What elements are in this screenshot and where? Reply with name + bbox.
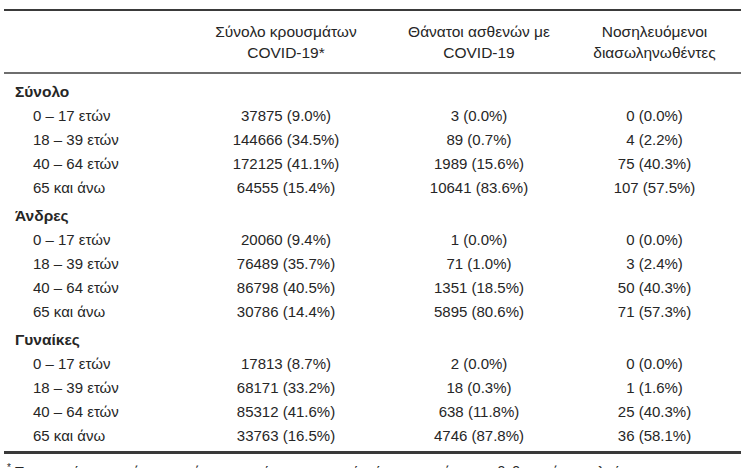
row-label: 65 και άνω	[4, 176, 182, 200]
cases-cell: 20060 (9.4%)	[182, 228, 390, 252]
intubated-cell: 1 (1.6%)	[568, 376, 741, 400]
table-row: 65 και άνω 64555 (15.4%) 10641 (83.6%) 1…	[4, 176, 741, 200]
row-label: 18 – 39 ετών	[4, 252, 182, 276]
cases-cell: 33763 (16.5%)	[182, 424, 390, 451]
footnote: * Τα στοιχεία αφορούν τα κρούσματα εκείνα…	[4, 454, 741, 468]
header-intubated: Νοσηλευόμενοι διασωληνωθέντες	[568, 10, 741, 73]
row-label: 40 – 64 ετών	[4, 400, 182, 424]
table-row: 40 – 64 ετών 86798 (40.5%) 1351 (18.5%) …	[4, 276, 741, 300]
deaths-cell: 2 (0.0%)	[390, 352, 568, 376]
table-body: Σύνολο 0 – 17 ετών 37875 (9.0%) 3 (0.0%)…	[4, 73, 741, 451]
group-label-total: Σύνολο	[4, 73, 741, 104]
table-row: 65 και άνω 30786 (14.4%) 5895 (80.6%) 71…	[4, 300, 741, 324]
deaths-cell: 89 (0.7%)	[390, 128, 568, 152]
intubated-cell: 0 (0.0%)	[568, 352, 741, 376]
intubated-cell: 107 (57.5%)	[568, 176, 741, 200]
cases-cell: 37875 (9.0%)	[182, 104, 390, 128]
cases-cell: 76489 (35.7%)	[182, 252, 390, 276]
intubated-cell: 75 (40.3%)	[568, 152, 741, 176]
row-label: 65 και άνω	[4, 424, 182, 451]
header-cases-line2: COVID-19*	[182, 42, 390, 63]
table-row: 18 – 39 ετών 76489 (35.7%) 71 (1.0%) 3 (…	[4, 252, 741, 276]
row-label: 18 – 39 ετών	[4, 128, 182, 152]
deaths-cell: 1351 (18.5%)	[390, 276, 568, 300]
cases-cell: 86798 (40.5%)	[182, 276, 390, 300]
deaths-cell: 4746 (87.8%)	[390, 424, 568, 451]
table-row: 0 – 17 ετών 37875 (9.0%) 3 (0.0%) 0 (0.0…	[4, 104, 741, 128]
footnote-marker: *	[7, 462, 11, 468]
intubated-cell: 36 (58.1%)	[568, 424, 741, 451]
header-intubated-line1: Νοσηλευόμενοι	[568, 21, 741, 42]
row-label: 65 και άνω	[4, 300, 182, 324]
header-intubated-line2: διασωληνωθέντες	[568, 42, 741, 63]
cases-cell: 144666 (34.5%)	[182, 128, 390, 152]
footnote-text: Τα στοιχεία αφορούν τα κρούσματα εκείνα …	[15, 464, 660, 468]
table-row: 0 – 17 ετών 17813 (8.7%) 2 (0.0%) 0 (0.0…	[4, 352, 741, 376]
deaths-cell: 71 (1.0%)	[390, 252, 568, 276]
cases-cell: 68171 (33.2%)	[182, 376, 390, 400]
row-label: 18 – 39 ετών	[4, 376, 182, 400]
group-header-row-total: Σύνολο	[4, 73, 741, 104]
deaths-cell: 1 (0.0%)	[390, 228, 568, 252]
deaths-cell: 1989 (15.6%)	[390, 152, 568, 176]
cases-cell: 17813 (8.7%)	[182, 352, 390, 376]
header-cases-line1: Σύνολο κρουσμάτων	[182, 21, 390, 42]
table-row: 65 και άνω 33763 (16.5%) 4746 (87.8%) 36…	[4, 424, 741, 451]
intubated-cell: 4 (2.2%)	[568, 128, 741, 152]
header-deaths-line1: Θάνατοι ασθενών με	[390, 21, 568, 42]
group-header-row-women: Γυναίκες	[4, 324, 741, 352]
group-label-women: Γυναίκες	[4, 324, 741, 352]
table-header: Σύνολο κρουσμάτων COVID-19* Θάνατοι ασθε…	[4, 10, 741, 73]
cases-cell: 172125 (41.1%)	[182, 152, 390, 176]
table-row: 18 – 39 ετών 68171 (33.2%) 18 (0.3%) 1 (…	[4, 376, 741, 400]
cases-cell: 85312 (41.6%)	[182, 400, 390, 424]
intubated-cell: 0 (0.0%)	[568, 228, 741, 252]
header-empty-cell	[4, 10, 182, 73]
statistics-table: Σύνολο κρουσμάτων COVID-19* Θάνατοι ασθε…	[4, 9, 741, 451]
table-row: 18 – 39 ετών 144666 (34.5%) 89 (0.7%) 4 …	[4, 128, 741, 152]
covid-age-statistics-table: Σύνολο κρουσμάτων COVID-19* Θάνατοι ασθε…	[0, 0, 746, 468]
row-label: 0 – 17 ετών	[4, 228, 182, 252]
row-label: 0 – 17 ετών	[4, 104, 182, 128]
table-row: 0 – 17 ετών 20060 (9.4%) 1 (0.0%) 0 (0.0…	[4, 228, 741, 252]
group-header-row-men: Άνδρες	[4, 200, 741, 228]
deaths-cell: 18 (0.3%)	[390, 376, 568, 400]
intubated-cell: 0 (0.0%)	[568, 104, 741, 128]
intubated-cell: 3 (2.4%)	[568, 252, 741, 276]
row-label: 0 – 17 ετών	[4, 352, 182, 376]
intubated-cell: 50 (40.3%)	[568, 276, 741, 300]
cases-cell: 30786 (14.4%)	[182, 300, 390, 324]
intubated-cell: 71 (57.3%)	[568, 300, 741, 324]
header-cases: Σύνολο κρουσμάτων COVID-19*	[182, 10, 390, 73]
row-label: 40 – 64 ετών	[4, 276, 182, 300]
header-deaths: Θάνατοι ασθενών με COVID-19	[390, 10, 568, 73]
header-row: Σύνολο κρουσμάτων COVID-19* Θάνατοι ασθε…	[4, 10, 741, 73]
deaths-cell: 10641 (83.6%)	[390, 176, 568, 200]
table-row: 40 – 64 ετών 85312 (41.6%) 638 (11.8%) 2…	[4, 400, 741, 424]
intubated-cell: 25 (40.3%)	[568, 400, 741, 424]
group-label-men: Άνδρες	[4, 200, 741, 228]
row-label: 40 – 64 ετών	[4, 152, 182, 176]
deaths-cell: 3 (0.0%)	[390, 104, 568, 128]
header-deaths-line2: COVID-19	[390, 42, 568, 63]
deaths-cell: 638 (11.8%)	[390, 400, 568, 424]
cases-cell: 64555 (15.4%)	[182, 176, 390, 200]
deaths-cell: 5895 (80.6%)	[390, 300, 568, 324]
table-row: 40 – 64 ετών 172125 (41.1%) 1989 (15.6%)…	[4, 152, 741, 176]
